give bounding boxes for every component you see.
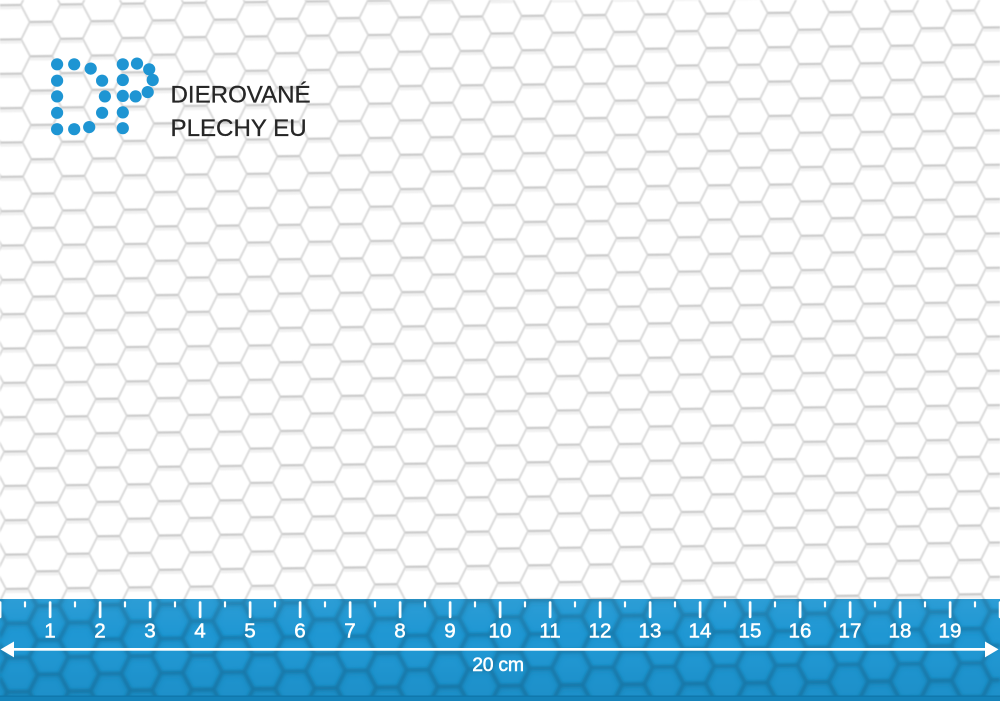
svg-text:14: 14 [689, 620, 712, 643]
svg-text:15: 15 [739, 620, 762, 643]
svg-text:17: 17 [839, 620, 862, 643]
svg-text:12: 12 [589, 620, 612, 643]
svg-text:PLECHY EU: PLECHY EU [171, 115, 307, 142]
svg-text:2: 2 [94, 620, 105, 643]
svg-text:10: 10 [489, 620, 512, 643]
svg-text:18: 18 [889, 620, 912, 643]
svg-text:3: 3 [144, 620, 155, 643]
svg-text:9: 9 [444, 620, 455, 643]
svg-text:16: 16 [789, 620, 812, 643]
svg-text:13: 13 [639, 620, 662, 643]
svg-text:1: 1 [44, 620, 55, 643]
svg-text:19: 19 [939, 620, 962, 643]
svg-text:20 cm: 20 cm [472, 654, 524, 676]
svg-text:4: 4 [194, 620, 205, 643]
svg-text:5: 5 [244, 620, 255, 643]
svg-text:6: 6 [294, 620, 305, 643]
svg-text:7: 7 [344, 620, 355, 643]
svg-text:11: 11 [539, 620, 560, 643]
svg-text:8: 8 [394, 620, 405, 643]
svg-text:DIEROVANÉ: DIEROVANÉ [171, 81, 311, 108]
